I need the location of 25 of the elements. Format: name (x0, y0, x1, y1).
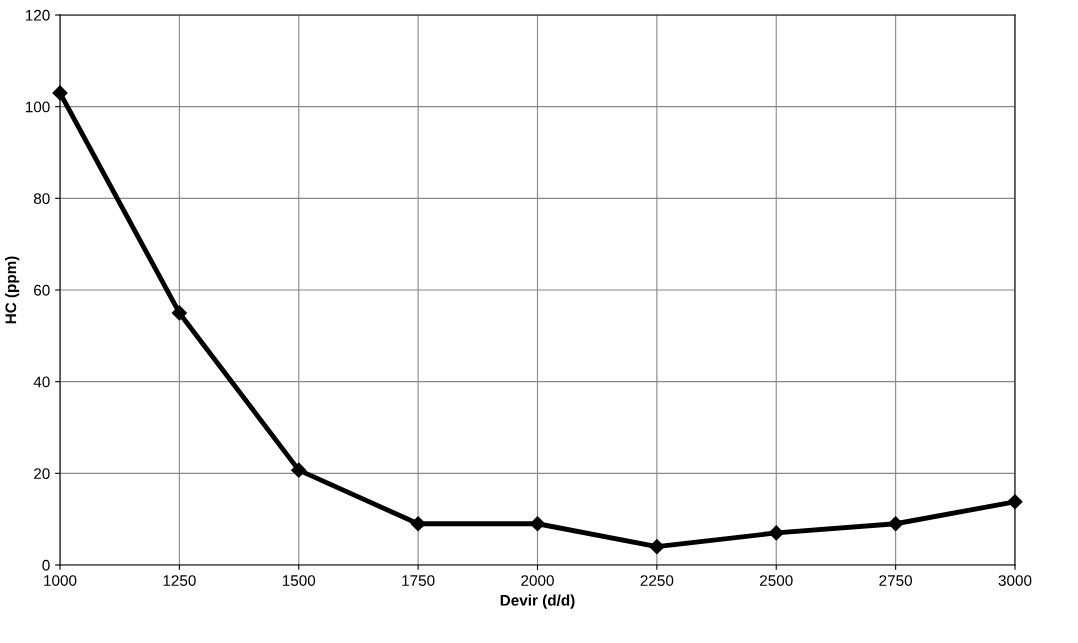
x-tick-label: 1500 (282, 575, 316, 586)
y-tick-label: 120 (25, 9, 50, 21)
point (529, 516, 546, 532)
x-tick-label: 2750 (879, 575, 913, 586)
point (888, 516, 904, 532)
y-tick-label: 60 (34, 284, 50, 296)
y-axis-title: HC (ppm) (4, 256, 20, 324)
x-tick-label: 1750 (402, 575, 435, 586)
y-tick-label: 0 (42, 559, 50, 571)
point (291, 462, 307, 478)
y-tick-label: 20 (34, 468, 50, 480)
x-axis-title: Devir (d/d) (500, 594, 575, 609)
point (649, 539, 665, 555)
point (410, 516, 426, 532)
y-tick-label: 80 (33, 193, 50, 205)
x-tick-label: 2500 (760, 575, 793, 586)
y-tick-label: 40 (33, 376, 50, 388)
y-tick-label: 100 (25, 101, 50, 113)
x-tick-label: 2000 (521, 575, 554, 586)
point (768, 525, 784, 541)
x-tick-label: 2250 (640, 575, 674, 586)
x-tick-label: 1250 (163, 575, 196, 586)
point (171, 305, 187, 321)
x-tick-label: 3000 (998, 575, 1032, 586)
x-tick-label: 1000 (44, 575, 77, 586)
